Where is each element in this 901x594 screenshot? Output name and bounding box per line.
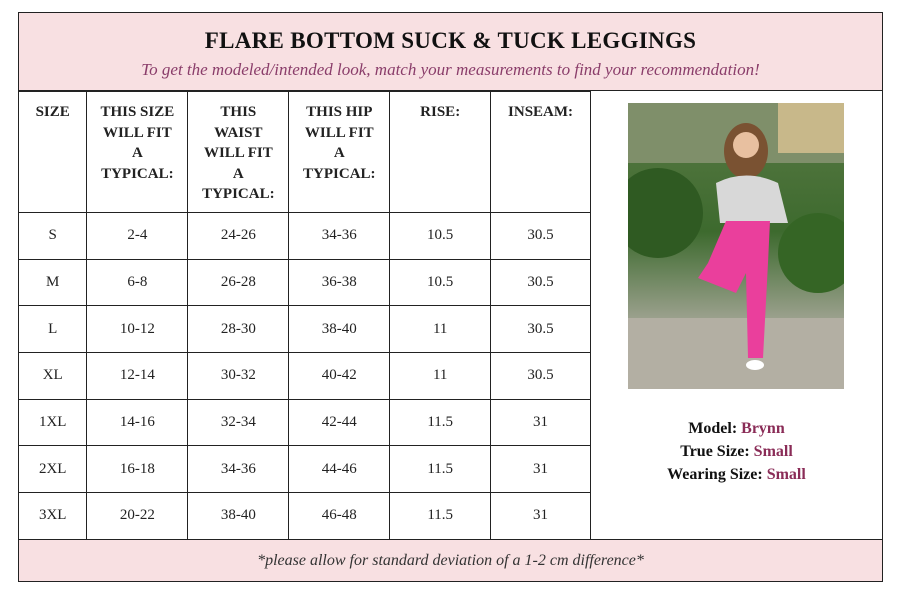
table-row: XL 12-14 30-32 40-42 11 30.5: [19, 352, 591, 400]
table-cell: 11.5: [389, 445, 492, 494]
table-cell: 26-28: [187, 258, 290, 307]
table-cell: 32-34: [187, 398, 290, 447]
table-cell: 36-38: [288, 258, 391, 307]
table-cell: 34-36: [288, 212, 391, 260]
table-cell: S: [19, 212, 88, 260]
table-cell: 10.5: [389, 258, 492, 307]
table-cell: 30.5: [490, 305, 591, 354]
column-header: SIZE: [19, 91, 88, 213]
wearing-size-value: Small: [766, 466, 806, 483]
table-cell: 24-26: [187, 212, 290, 260]
table-cell: 28-30: [187, 305, 290, 354]
true-size-label: True Size:: [680, 443, 750, 460]
table-cell: 2-4: [86, 212, 189, 260]
table-row: M 6-8 26-28 36-38 10.5 30.5: [19, 258, 591, 307]
table-cell: 11.5: [389, 398, 492, 447]
table-row: S 2-4 24-26 34-36 10.5 30.5: [19, 212, 591, 260]
table-cell: 11.5: [389, 492, 492, 540]
page-title: FLARE BOTTOM SUCK & TUCK LEGGINGS: [204, 28, 697, 53]
table-row: L 10-12 28-30 38-40 11 30.5: [19, 305, 591, 354]
table-cell: 11: [389, 352, 492, 400]
table-cell: 30.5: [490, 258, 591, 307]
table-cell: 10-12: [86, 305, 189, 354]
table-cell: 6-8: [86, 258, 189, 307]
table-cell: 42-44: [288, 398, 391, 447]
table-cell: 16-18: [86, 445, 189, 494]
model-name: Brynn: [741, 420, 785, 437]
table-row: 3XL 20-22 38-40 46-48 11.5 31: [19, 492, 591, 540]
table-cell: 3XL: [19, 492, 88, 540]
table-cell: 10.5: [389, 212, 492, 260]
wearing-size-label: Wearing Size:: [667, 466, 763, 483]
column-header: RISE:: [389, 91, 492, 213]
model-photo: [628, 103, 844, 389]
column-header: THIS SIZE WILL FIT A TYPICAL:: [86, 91, 189, 213]
subtitle: To get the modeled/intended look, match …: [141, 60, 760, 79]
table-cell: 14-16: [86, 398, 189, 447]
table-cell: 38-40: [187, 492, 290, 540]
table-cell: 20-22: [86, 492, 189, 540]
size-chart: FLARE BOTTOM SUCK & TUCK LEGGINGS To get…: [18, 12, 883, 582]
header: FLARE BOTTOM SUCK & TUCK LEGGINGS To get…: [19, 13, 882, 91]
column-header: THIS WAIST WILL FIT A TYPICAL:: [187, 91, 290, 213]
table-cell: 11: [389, 305, 492, 354]
table-cell: M: [19, 258, 88, 307]
column-header: THIS HIP WILL FIT A TYPICAL:: [288, 91, 391, 213]
table-cell: 1XL: [19, 398, 88, 447]
table-row: 2XL 16-18 34-36 44-46 11.5 31: [19, 445, 591, 494]
column-header: INSEAM:: [490, 91, 591, 213]
table-row: 1XL 14-16 32-34 42-44 11.5 31: [19, 398, 591, 447]
size-table: SIZE THIS SIZE WILL FIT A TYPICAL: THIS WA…: [19, 91, 591, 540]
table-header-row: SIZE THIS SIZE WILL FIT A TYPICAL: THIS WA…: [19, 91, 591, 213]
table-cell: L: [19, 305, 88, 354]
table-cell: 30.5: [490, 212, 591, 260]
model-panel: Model: Brynn True Size: Small Wearing Si…: [591, 91, 882, 539]
table-cell: 31: [490, 398, 591, 447]
table-cell: 31: [490, 445, 591, 494]
table-cell: 2XL: [19, 445, 88, 494]
model-info: Model: Brynn True Size: Small Wearing Si…: [591, 417, 882, 486]
table-cell: 44-46: [288, 445, 391, 494]
table-cell: 30.5: [490, 352, 591, 400]
footer-note: *please allow for standard deviation of …: [19, 539, 882, 581]
table-cell: 12-14: [86, 352, 189, 400]
table-cell: 46-48: [288, 492, 391, 540]
table-cell: 31: [490, 492, 591, 540]
table-cell: 34-36: [187, 445, 290, 494]
table-cell: 38-40: [288, 305, 391, 354]
model-label: Model:: [688, 420, 738, 437]
table-cell: XL: [19, 352, 88, 400]
table-cell: 30-32: [187, 352, 290, 400]
true-size-value: Small: [753, 443, 793, 460]
table-cell: 40-42: [288, 352, 391, 400]
